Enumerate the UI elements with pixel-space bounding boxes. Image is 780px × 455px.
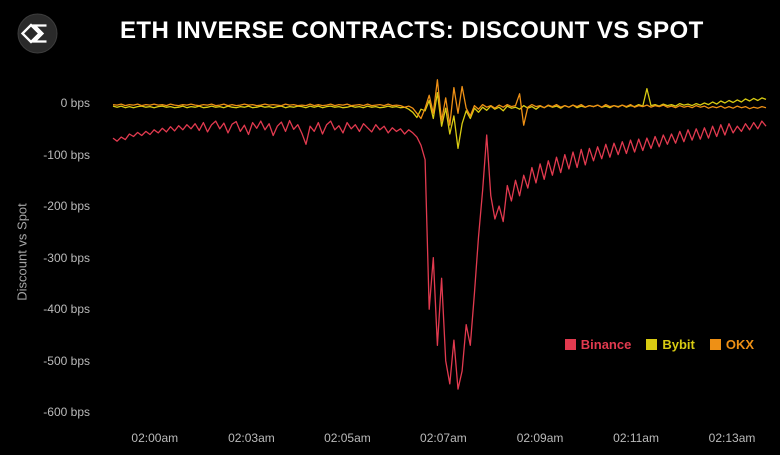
legend-swatch-okx — [709, 339, 721, 350]
y-tick-label: -400 bps — [43, 302, 90, 317]
legend-label-bybit: Bybit — [662, 337, 695, 352]
series-line-binance — [112, 119, 767, 390]
legend-swatch-binance — [564, 339, 576, 350]
x-tick-label: 02:11am — [613, 431, 659, 445]
series-line-okx — [112, 79, 767, 126]
x-tick-label: 02:03am — [228, 431, 275, 445]
legend-item-bybit[interactable]: Bybit — [646, 337, 695, 352]
x-tick-label: 02:07am — [420, 431, 467, 445]
legend-label-binance: Binance — [580, 337, 632, 352]
y-tick-label: -500 bps — [43, 353, 90, 368]
x-tick-label: 02:09am — [516, 431, 564, 445]
sigma-diamond-icon — [17, 13, 58, 54]
legend-label-okx: OKX — [725, 337, 754, 352]
y-tick-label: -100 bps — [43, 147, 90, 162]
legend: Binance Bybit OKX — [564, 337, 754, 352]
x-tick-label: 02:05am — [324, 431, 371, 445]
y-tick-label: -300 bps — [43, 250, 90, 265]
legend-item-binance[interactable]: Binance — [564, 337, 632, 352]
chart-title: ETH INVERSE CONTRACTS: DISCOUNT VS SPOT — [120, 17, 704, 44]
y-tick-label: 0 bps — [60, 96, 90, 111]
series-line-bybit — [112, 87, 767, 150]
y-tick-label: -600 bps — [43, 405, 90, 420]
legend-swatch-bybit — [646, 339, 658, 350]
x-tick-label: 02:00am — [131, 431, 179, 445]
x-tick-label: 02:13am — [708, 431, 756, 445]
y-tick-label: -200 bps — [43, 199, 90, 214]
legend-item-okx[interactable]: OKX — [709, 337, 754, 352]
brand-logo — [17, 13, 58, 54]
